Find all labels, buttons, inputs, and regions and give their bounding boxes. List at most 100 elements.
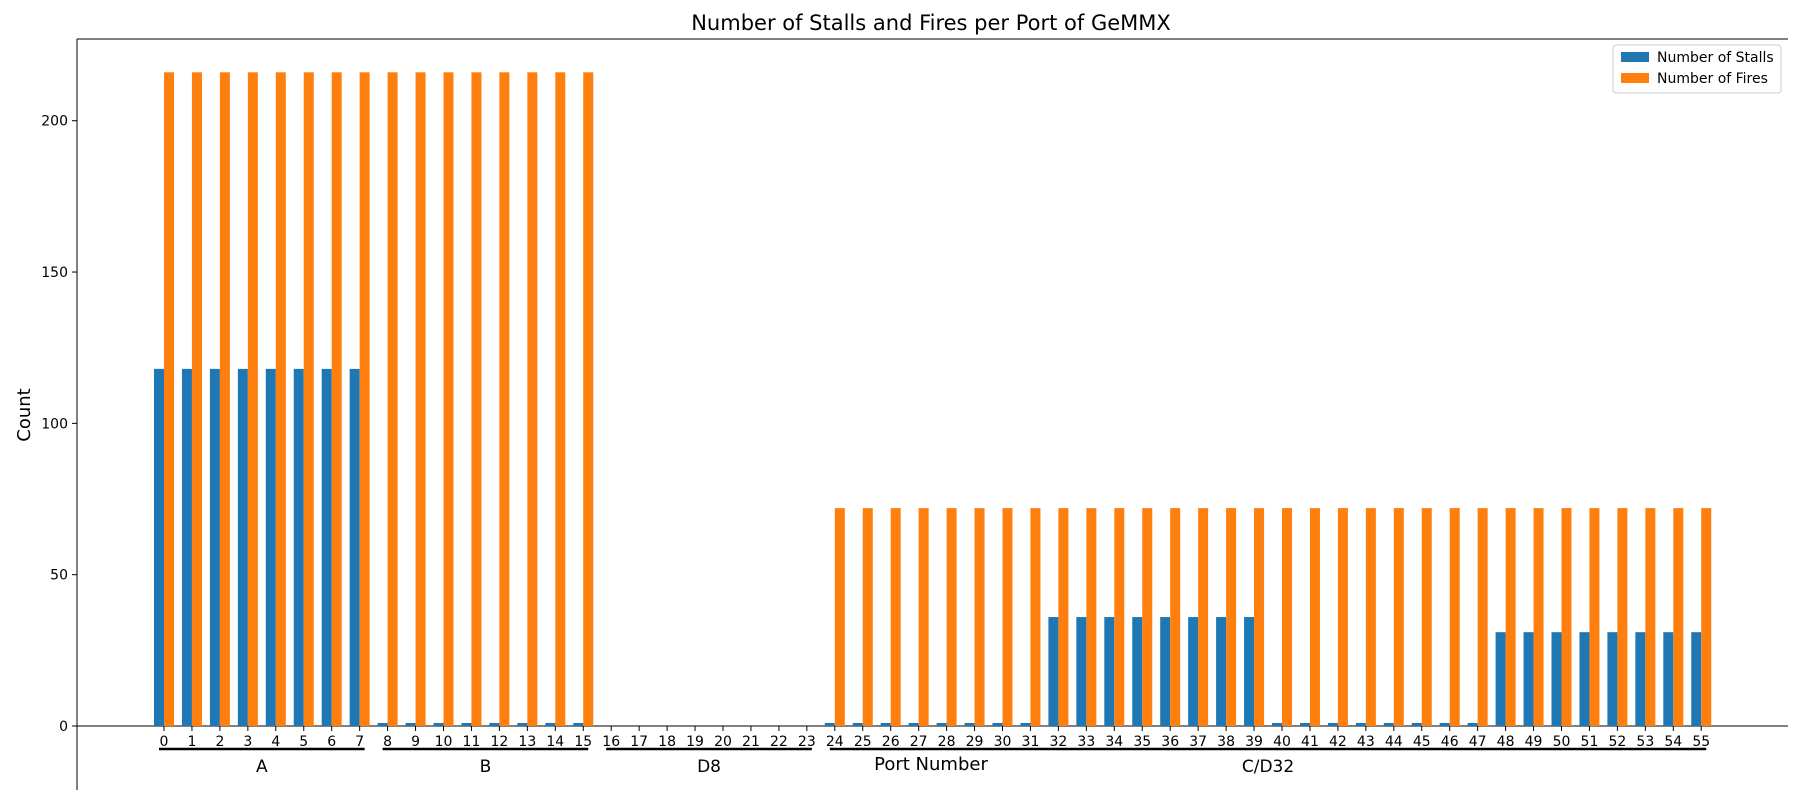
stalls-bar — [1076, 617, 1087, 726]
x-tick-label: 42 — [1329, 734, 1347, 750]
x-tick-label: 13 — [518, 734, 536, 750]
x-tick-label: 30 — [994, 734, 1012, 750]
legend-label-stalls: Number of Stalls — [1657, 50, 1774, 66]
fires-bar — [1561, 508, 1572, 726]
fires-bar — [1030, 508, 1041, 726]
stalls-bar — [964, 722, 975, 726]
fires-bar — [1477, 508, 1488, 726]
fires-bar — [1421, 508, 1432, 726]
fires-bar — [1058, 508, 1069, 726]
x-tick-label: 20 — [714, 734, 732, 750]
stalls-bar — [1104, 617, 1115, 726]
stalls-bar — [1216, 617, 1227, 726]
x-tick-label: 0 — [160, 734, 169, 750]
x-tick-label: 29 — [966, 734, 984, 750]
stalls-bar — [1467, 722, 1478, 726]
chart-title: Number of Stalls and Fires per Port of G… — [691, 11, 1171, 35]
fires-bar — [415, 72, 426, 726]
fires-bar — [1533, 508, 1544, 726]
stalls-bar — [1523, 632, 1534, 726]
stalls-bar — [377, 722, 388, 726]
stalls-bar — [908, 722, 919, 726]
x-tick-label: 40 — [1273, 734, 1291, 750]
stalls-bar — [1188, 617, 1199, 726]
fires-bar — [555, 72, 566, 726]
x-tick-label: 44 — [1385, 734, 1403, 750]
stalls-bar — [461, 722, 472, 726]
fires-bar — [974, 508, 985, 726]
x-tick-label: 9 — [411, 734, 420, 750]
fires-bar — [834, 508, 845, 726]
stalls-bar — [936, 722, 947, 726]
fires-bar — [527, 72, 538, 726]
fires-bar — [359, 72, 370, 726]
x-tick-label: 23 — [798, 734, 816, 750]
legend: Number of Stalls Number of Fires — [1612, 44, 1782, 94]
stalls-bar — [545, 722, 556, 726]
x-tick-label: 7 — [355, 734, 364, 750]
stalls-bar — [1663, 632, 1674, 726]
fires-bar — [1002, 508, 1013, 726]
stalls-bar — [1048, 617, 1059, 726]
fires-bar — [499, 72, 510, 726]
x-tick-label: 48 — [1497, 734, 1515, 750]
fires-bar — [1226, 508, 1237, 726]
fires-bar — [275, 72, 286, 726]
stalls-bar — [1495, 632, 1506, 726]
x-tick-label: 50 — [1553, 734, 1571, 750]
stalls-bar — [1020, 722, 1031, 726]
stalls-bar — [405, 722, 416, 726]
x-axis-title: Port Number — [874, 754, 988, 775]
x-tick-label: 3 — [243, 734, 252, 750]
stalls-bar — [1383, 722, 1394, 726]
fires-bar — [1114, 508, 1125, 726]
x-tick-label: 27 — [910, 734, 928, 750]
y-tick-label: 50 — [50, 568, 68, 584]
x-tick-label: 52 — [1608, 734, 1626, 750]
stalls-bar — [1299, 722, 1310, 726]
x-tick-label: 39 — [1245, 734, 1263, 750]
y-tick-label: 0 — [59, 719, 68, 735]
x-tick-label: 32 — [1049, 734, 1067, 750]
stalls-bar — [1244, 617, 1255, 726]
fires-bar — [1282, 508, 1292, 726]
fires-bar — [303, 72, 314, 726]
legend-swatch-fires — [1621, 73, 1649, 83]
stalls-bar — [293, 368, 304, 726]
x-tick-label: 14 — [546, 734, 564, 750]
x-tick-label: 1 — [187, 734, 196, 750]
x-tick-label: 35 — [1133, 734, 1151, 750]
x-tick-label: 36 — [1161, 734, 1179, 750]
x-tick-label: 10 — [435, 734, 453, 750]
legend-box — [1612, 44, 1782, 94]
x-tick-label: 53 — [1636, 734, 1654, 750]
stalls-bar — [573, 722, 584, 726]
stalls-bar — [824, 722, 835, 726]
x-tick-label: 5 — [299, 734, 308, 750]
x-tick-label: 49 — [1525, 734, 1543, 750]
fires-bar — [1170, 508, 1181, 726]
stalls-bar — [1635, 632, 1646, 726]
y-tick-label: 200 — [41, 114, 68, 130]
fires-bar — [1309, 508, 1320, 726]
group-label: A — [256, 757, 268, 777]
x-tick-label: 34 — [1105, 734, 1123, 750]
fires-bar — [1365, 508, 1376, 726]
x-tick-label: 41 — [1301, 734, 1319, 750]
fires-bar — [1701, 508, 1712, 726]
x-tick-label: 45 — [1413, 734, 1431, 750]
fires-bar — [946, 508, 957, 726]
fires-bar — [1589, 508, 1600, 726]
stalls-bar — [1691, 632, 1702, 726]
fires-bar — [1645, 508, 1656, 726]
fires-bar — [1449, 508, 1460, 726]
stalls-bar — [1551, 632, 1562, 726]
fires-bar — [1142, 508, 1153, 726]
stalls-bar — [517, 722, 528, 726]
fires-bar — [918, 508, 929, 726]
group-label: D8 — [697, 757, 721, 777]
x-tick-label: 47 — [1469, 734, 1487, 750]
x-tick-label: 17 — [630, 734, 648, 750]
x-tick-label: 21 — [742, 734, 760, 750]
